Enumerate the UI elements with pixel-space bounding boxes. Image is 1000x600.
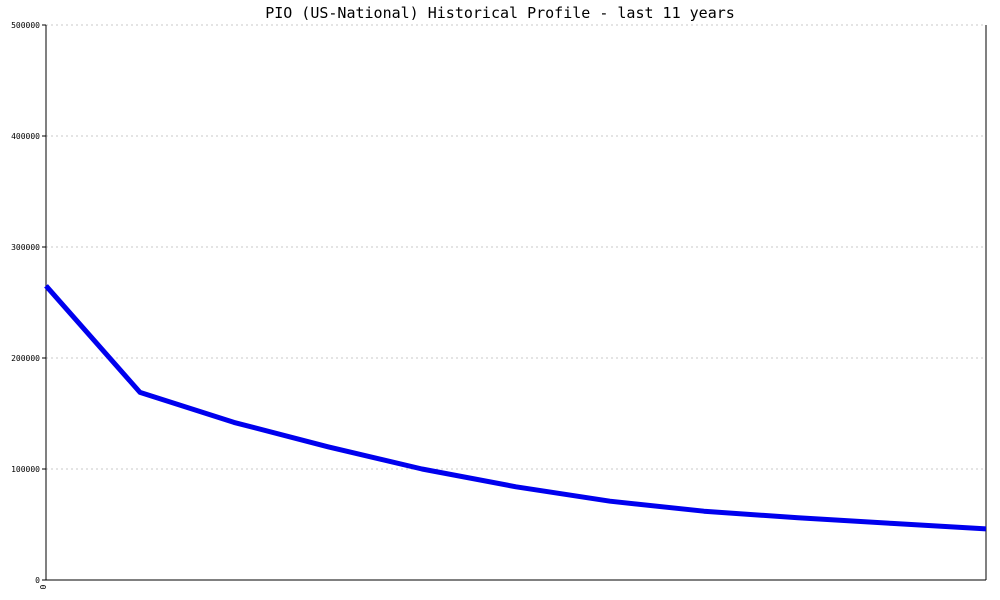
y-tick-label-5: 500000 — [11, 21, 40, 30]
axes — [45, 25, 987, 581]
x-ticks: 0 — [38, 585, 47, 590]
series-line-0 — [44, 284, 987, 532]
x-tick-label-0: 0 — [38, 585, 47, 590]
y-tick-label-3: 300000 — [11, 243, 40, 252]
y-tick-label-2: 200000 — [11, 354, 40, 363]
y-tick-label-1: 100000 — [11, 465, 40, 474]
y-tick-label-0: 0 — [35, 576, 40, 585]
gridlines — [46, 24, 986, 470]
y-ticks: 0 100000 200000 300000 400000 500000 — [11, 21, 46, 585]
series — [44, 284, 987, 532]
y-tick-label-4: 400000 — [11, 132, 40, 141]
chart-title: PIO (US-National) Historical Profile - l… — [265, 4, 735, 22]
